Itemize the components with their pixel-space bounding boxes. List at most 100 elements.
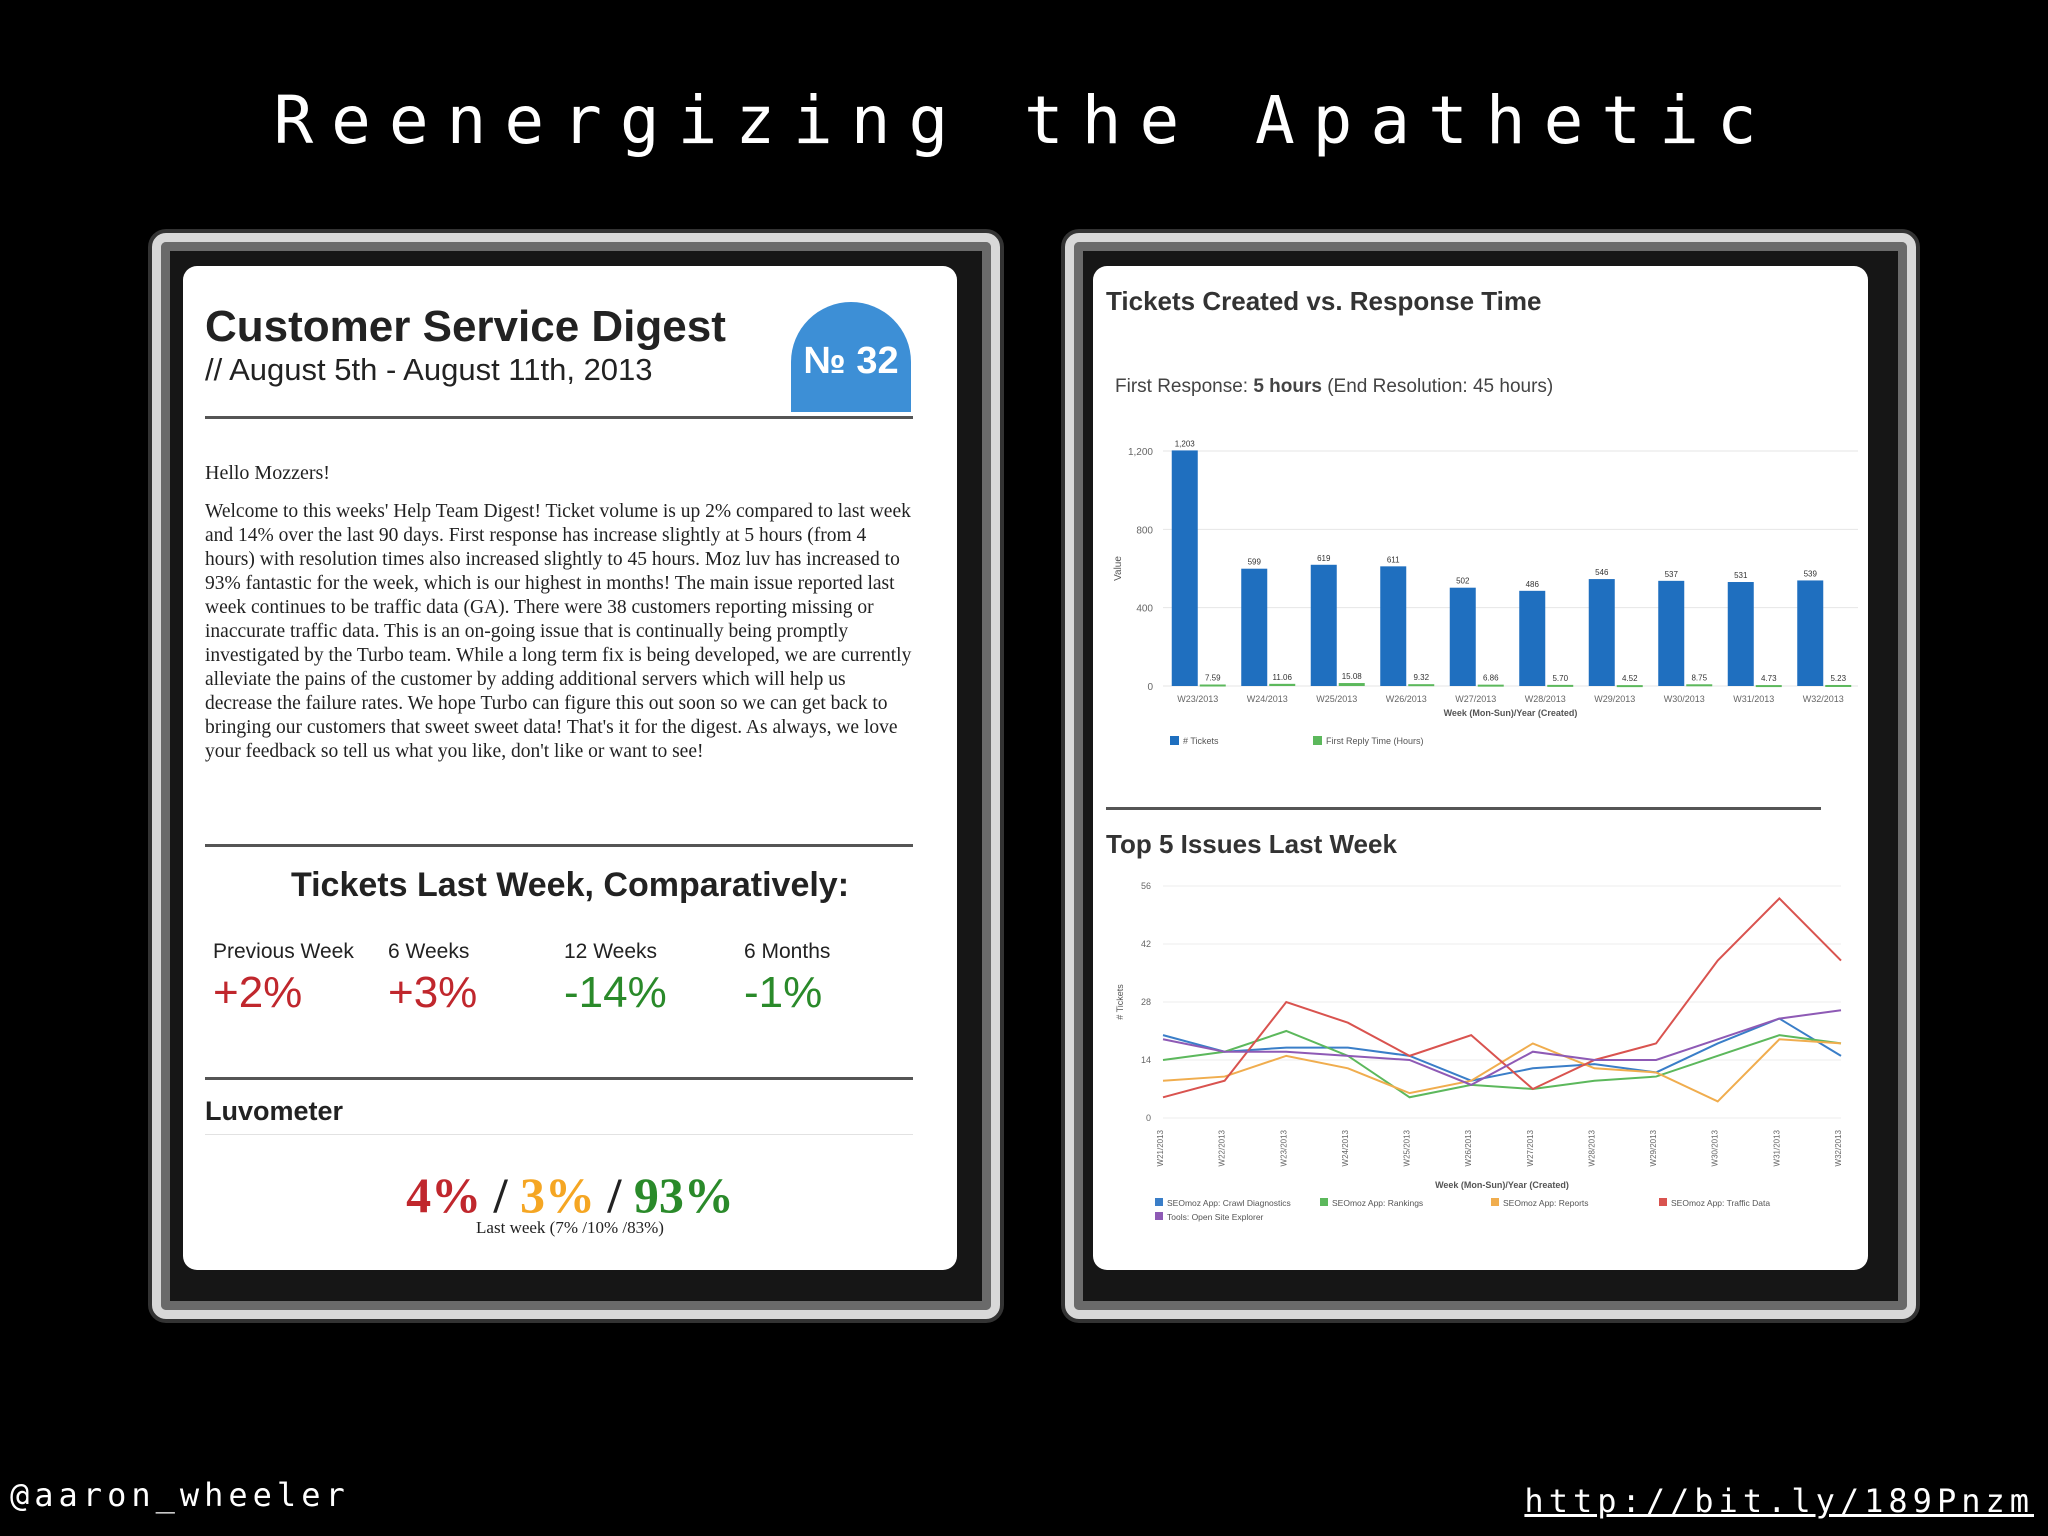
x-tick-label: W30/2013 <box>1711 1129 1720 1166</box>
x-tick-label: W27/2013 <box>1526 1129 1535 1166</box>
x-tick-label: W31/2013 <box>1733 694 1774 704</box>
bar-data-label: 5.70 <box>1552 674 1568 683</box>
luvometer-bad: 4% <box>406 1167 482 1223</box>
bar-data-label: 611 <box>1387 555 1400 564</box>
x-tick-label: W24/2013 <box>1341 1129 1350 1166</box>
legend-swatch <box>1155 1198 1163 1206</box>
bar-data-label: 7.59 <box>1205 674 1221 683</box>
legend-label: SEOmoz App: Traffic Data <box>1671 1198 1770 1208</box>
comparison-previous-week: Previous Week +2% <box>213 940 354 1018</box>
legend-swatch <box>1491 1198 1499 1206</box>
x-tick-label: W21/2013 <box>1156 1129 1165 1166</box>
bar-tickets <box>1727 582 1754 686</box>
luvometer-good: 93% <box>633 1167 734 1223</box>
y-tick-label: 1,200 <box>1128 447 1153 458</box>
x-tick-label: W28/2013 <box>1525 694 1566 704</box>
y-tick-label: 0 <box>1146 1113 1151 1123</box>
comparison-value: -1% <box>744 968 823 1017</box>
x-tick-label: W23/2013 <box>1177 694 1218 704</box>
legend-label: SEOmoz App: Rankings <box>1332 1198 1423 1208</box>
bar-data-label: 6.86 <box>1483 674 1499 683</box>
bar-data-label: 599 <box>1248 558 1262 567</box>
bar-data-label: 486 <box>1526 580 1540 589</box>
digest-date-range: // August 5th - August 11th, 2013 <box>205 352 653 387</box>
series-line <box>1162 1017 1842 1082</box>
comparison-6-weeks: 6 Weeks +3% <box>388 940 477 1018</box>
comparison-label: 6 Months <box>744 940 831 963</box>
bar-tickets <box>1241 568 1268 686</box>
greeting: Hello Mozzers! <box>205 462 330 484</box>
first-response-value: 5 hours <box>1253 376 1322 397</box>
author-handle: @aaron_wheeler <box>10 1476 350 1514</box>
x-tick-label: W32/2013 <box>1803 694 1844 704</box>
luvometer-separator: / <box>493 1167 508 1223</box>
x-tick-label: W24/2013 <box>1247 694 1288 704</box>
y-tick-label: 400 <box>1136 604 1153 615</box>
y-axis-label: Value <box>1113 556 1124 581</box>
bar-tickets <box>1310 564 1337 686</box>
x-tick-label: W26/2013 <box>1464 1129 1473 1166</box>
bar-data-label: 15.08 <box>1342 672 1363 681</box>
x-tick-label: W32/2013 <box>1834 1129 1843 1166</box>
bar-data-label: 4.52 <box>1622 674 1638 683</box>
x-tick-label: W25/2013 <box>1316 694 1357 704</box>
bar-data-label: 9.32 <box>1413 673 1429 682</box>
legend-swatch <box>1313 736 1322 745</box>
comparison-label: 6 Weeks <box>388 940 470 963</box>
legend-label: # Tickets <box>1183 736 1219 746</box>
y-tick-label: 42 <box>1141 939 1151 949</box>
bar-data-label: 546 <box>1595 568 1609 577</box>
x-tick-label: W29/2013 <box>1649 1129 1658 1166</box>
legend-label: SEOmoz App: Crawl Diagnostics <box>1167 1198 1291 1208</box>
bar-reply-time <box>1547 684 1574 687</box>
y-axis-label: # Tickets <box>1115 984 1125 1020</box>
bar-reply-time <box>1338 683 1365 686</box>
x-tick-label: W31/2013 <box>1772 1129 1781 1166</box>
luvometer-values: 4% / 3% / 93% <box>183 1166 957 1224</box>
comparison-label: Previous Week <box>213 940 354 963</box>
issue-number-badge: № 32 <box>791 302 911 412</box>
bar-chart-title: Tickets Created vs. Response Time <box>1106 286 1542 316</box>
luvometer-separator: / <box>607 1167 622 1223</box>
bar-tickets <box>1380 566 1407 686</box>
legend-swatch <box>1155 1212 1163 1220</box>
end-resolution: (End Resolution: 45 hours) <box>1321 376 1554 397</box>
bar-tickets <box>1519 590 1546 686</box>
series-line <box>1162 1029 1842 1099</box>
line-chart: 0 14 28 42 56 # Tickets W21/2013 W22/2013 W23/20… <box>1115 881 1843 1222</box>
comparison-value: +3% <box>388 968 478 1017</box>
legend-label: SEOmoz App: Reports <box>1503 1198 1589 1208</box>
bar-reply-time <box>1269 683 1296 686</box>
divider <box>205 416 913 419</box>
bar-data-label: 1,203 <box>1175 439 1196 448</box>
bar-data-label: 4.73 <box>1761 674 1777 683</box>
bar-data-label: 502 <box>1456 577 1470 586</box>
comparison-6-months: 6 Months -1% <box>744 940 830 1018</box>
x-axis-label: Week (Mon-Sun)/Year (Created) <box>1444 708 1578 718</box>
bar-reply-time <box>1199 684 1226 687</box>
bar-reply-time <box>1755 685 1782 688</box>
bar-reply-time <box>1686 684 1713 687</box>
divider <box>1106 807 1821 810</box>
bar-data-label: 11.06 <box>1273 673 1293 682</box>
line-chart-title: Top 5 Issues Last Week <box>1106 829 1397 859</box>
bar-tickets <box>1797 580 1824 686</box>
divider <box>205 1077 913 1080</box>
first-response-prefix: First Response: <box>1115 376 1254 397</box>
short-link[interactable]: http://bit.ly/189Pnzm <box>1524 1482 2034 1520</box>
x-tick-label: W26/2013 <box>1386 694 1427 704</box>
x-tick-label: W25/2013 <box>1403 1129 1412 1166</box>
x-axis-label: Week (Mon-Sun)/Year (Created) <box>1435 1180 1569 1190</box>
x-tick-label: W27/2013 <box>1455 694 1496 704</box>
bar-reply-time <box>1408 684 1435 687</box>
bar-data-label: 5.23 <box>1830 674 1846 683</box>
luvometer-neutral: 3% <box>520 1167 595 1223</box>
legend-swatch <box>1170 736 1179 745</box>
comparison-value: -14% <box>564 968 667 1017</box>
y-tick-label: 14 <box>1141 1055 1151 1065</box>
bar-reply-time <box>1616 685 1643 688</box>
bar-tickets <box>1449 587 1476 686</box>
legend-swatch <box>1659 1198 1667 1206</box>
bar-tickets <box>1171 450 1198 686</box>
y-tick-label: 0 <box>1147 682 1153 693</box>
